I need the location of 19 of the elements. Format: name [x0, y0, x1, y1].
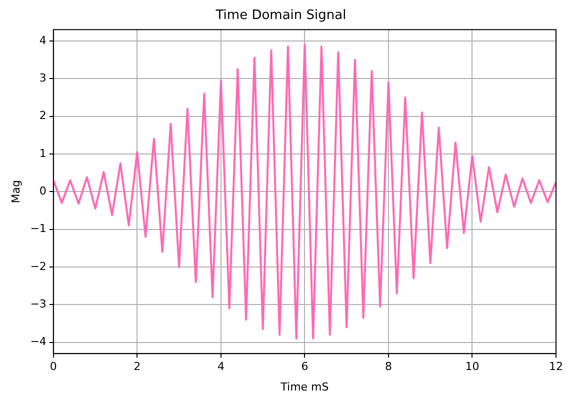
x-axis-title: Time mS: [280, 380, 329, 394]
x-tick-label: 0: [50, 360, 57, 374]
y-tick-label: 3: [39, 71, 46, 84]
y-tick-label: 4: [39, 34, 46, 47]
y-tick-label: 2: [39, 109, 46, 122]
x-tick-label: 10: [465, 360, 480, 374]
chart-title: Time Domain Signal: [214, 8, 346, 24]
y-tick-label: −4: [30, 335, 46, 348]
y-axis-title: Mag: [9, 180, 22, 204]
x-tick-label: 2: [134, 360, 141, 374]
y-tick-label: −3: [30, 297, 46, 310]
y-tick-label: −1: [30, 222, 46, 236]
y-tick-label: 0: [39, 184, 46, 198]
x-tick-label: 12: [549, 360, 563, 374]
x-tick-label: 4: [217, 360, 224, 374]
y-tick-label: 1: [39, 146, 46, 160]
x-tick-label: 6: [301, 360, 308, 374]
y-tick-label: −2: [30, 260, 46, 273]
x-tick-label: 8: [384, 360, 392, 374]
